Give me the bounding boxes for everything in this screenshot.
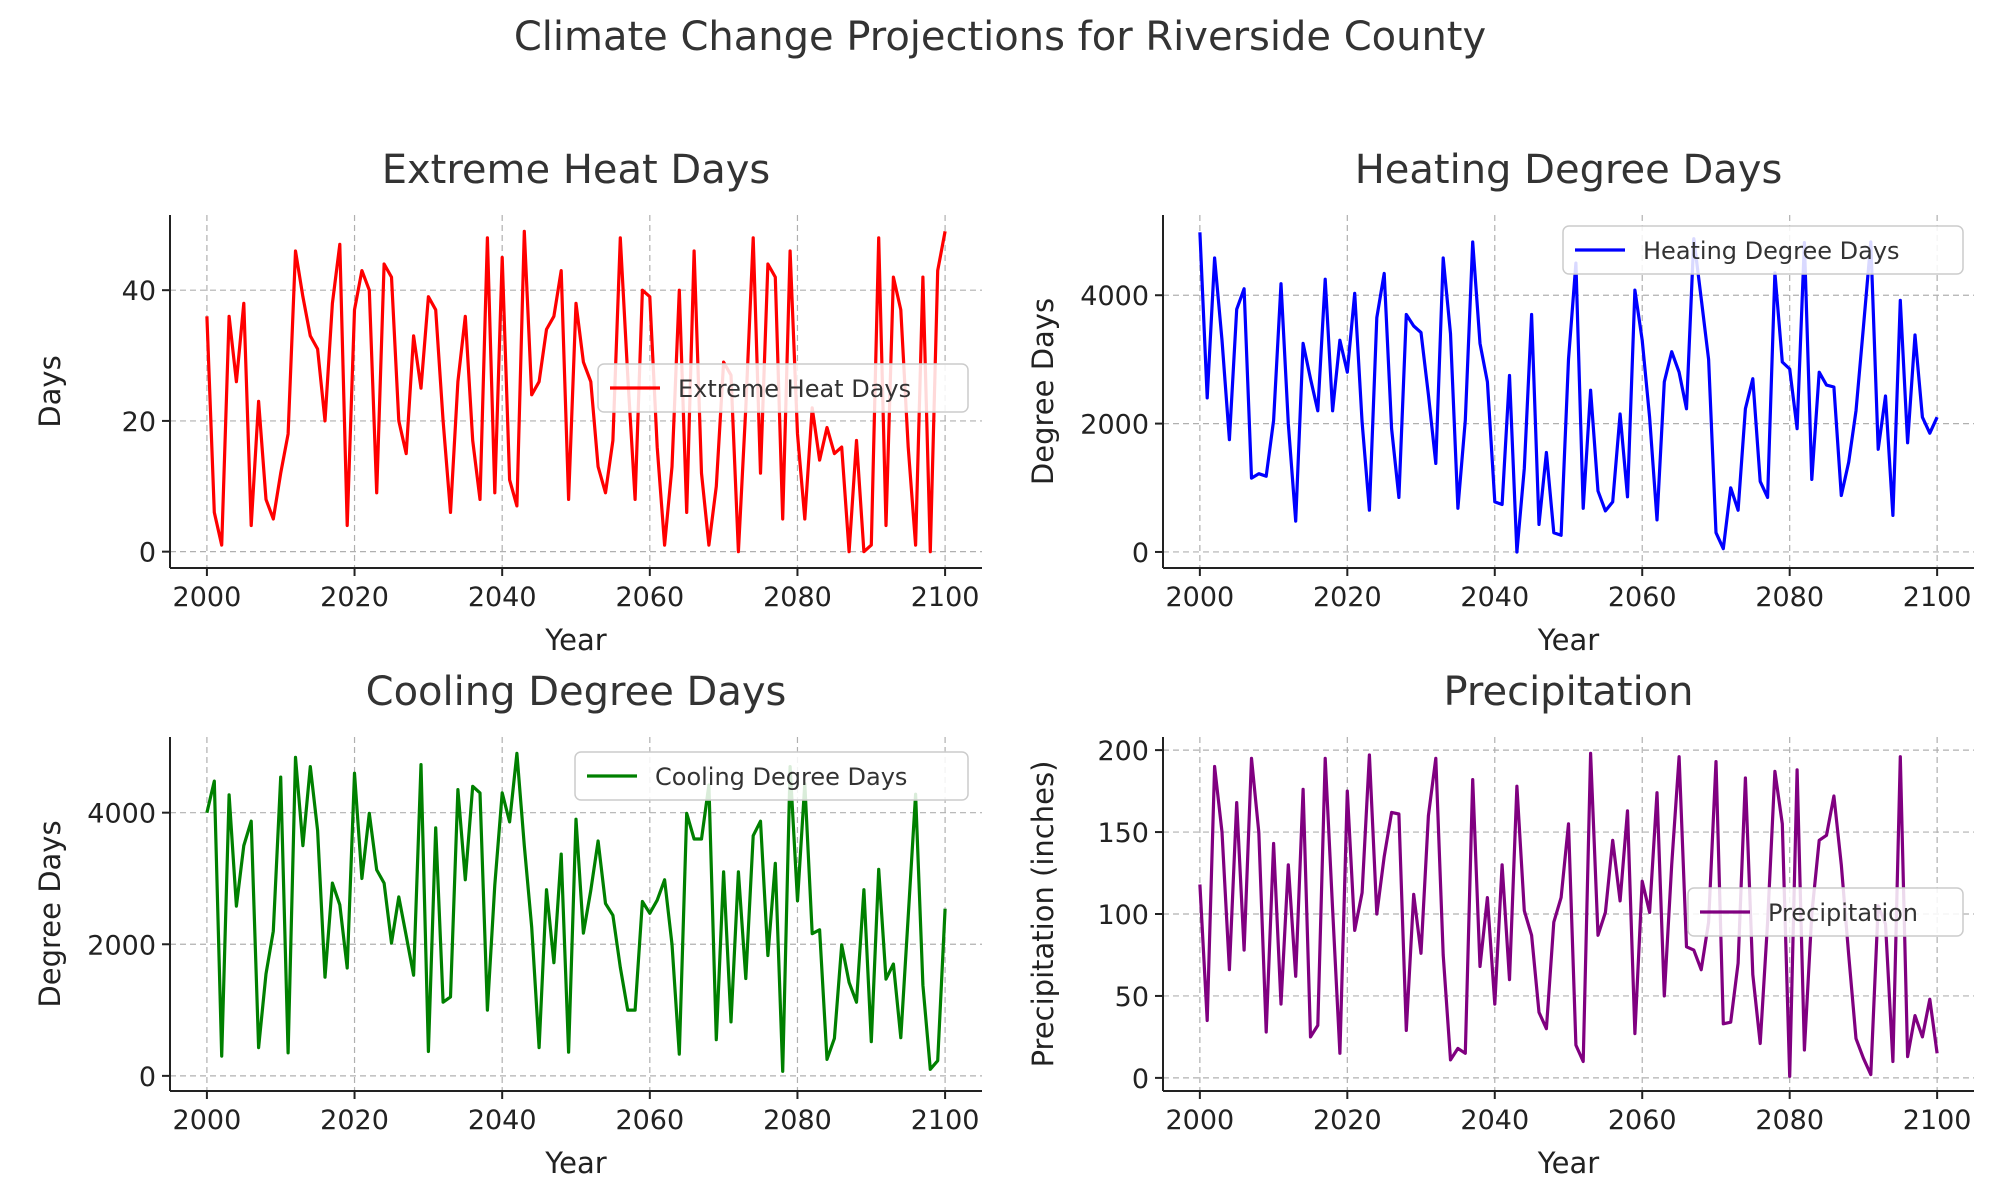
legend-box (574, 751, 969, 801)
legend-box (1562, 225, 1964, 275)
y-axis-label: Days (33, 355, 67, 427)
x-tick-label: 2020 (1313, 582, 1382, 613)
y-tick-label: 150 (1097, 818, 1149, 849)
y-tick-label: 2000 (87, 930, 156, 961)
legend: Precipitation (1687, 887, 1964, 937)
x-tick-label: 2000 (1166, 1105, 1235, 1136)
series-line-cooling-degree-days (205, 751, 947, 1073)
series-line-heating-degree-days (1198, 232, 1939, 554)
chart-title: Cooling Degree Days (366, 669, 787, 715)
x-tick-label: 2080 (763, 582, 832, 613)
y-tick-label: 0 (139, 538, 156, 569)
y-axis-label: Precipitation (inches) (1026, 761, 1060, 1068)
x-axis-label: Year (1537, 623, 1599, 657)
x-tick-label: 2060 (615, 1105, 684, 1136)
y-tick-label: 20 (122, 407, 156, 438)
chart-title: Extreme Heat Days (382, 147, 771, 193)
legend: Cooling Degree Days (574, 751, 969, 801)
y-axis-label: Degree Days (33, 820, 67, 1007)
x-tick-label: 2060 (1608, 1105, 1677, 1136)
y-tick-label: 4000 (1080, 281, 1149, 312)
x-tick-label: 2020 (1313, 1105, 1382, 1136)
x-tick-label: 2060 (615, 582, 684, 613)
legend-label: Heating Degree Days (1643, 237, 1900, 265)
y-tick-label: 0 (139, 1062, 156, 1093)
x-tick-label: 2000 (1166, 582, 1235, 613)
y-axis-label: Degree Days (1026, 298, 1060, 485)
y-tick-label: 200 (1097, 736, 1149, 767)
x-axis-label: Year (544, 1146, 606, 1180)
chart-heating-degree-days: Heating Degree Days 2000 2020 2040 2060 2080 2… (1026, 147, 1974, 657)
x-tick-label: 2100 (1903, 582, 1972, 613)
legend-box (597, 363, 969, 413)
y-tick-label: 50 (1115, 982, 1149, 1013)
x-tick-label: 2040 (1460, 582, 1529, 613)
x-tick-label: 2080 (1755, 582, 1824, 613)
y-tick-label: 40 (122, 276, 156, 307)
x-tick-label: 2080 (763, 1105, 832, 1136)
y-tick-label: 2000 (1080, 410, 1149, 441)
x-tick-label: 2020 (320, 582, 389, 613)
gridlines (170, 215, 982, 568)
x-tick-label: 2080 (1755, 1105, 1824, 1136)
x-axis-label: Year (1537, 1146, 1599, 1180)
x-tick-label: 2040 (468, 582, 537, 613)
chart-cooling-degree-days: Cooling Degree Days 2000 2020 2040 2060 2080 2… (33, 669, 982, 1180)
legend-label: Cooling Degree Days (655, 763, 907, 791)
x-tick-label: 2100 (911, 1105, 980, 1136)
legend: Extreme Heat Days (597, 363, 969, 413)
x-axis-label: Year (544, 623, 606, 657)
y-tick-label: 0 (1132, 538, 1149, 569)
x-tick-label: 2060 (1608, 582, 1677, 613)
x-tick-label: 2000 (173, 582, 242, 613)
chart-precipitation: Precipitation 2000 2020 2040 2060 2080 2100 0 50… (1026, 669, 1974, 1180)
legend: Heating Degree Days (1562, 225, 1964, 275)
y-tick-label: 0 (1132, 1064, 1149, 1095)
legend-box (1687, 887, 1964, 937)
x-tick-label: 2040 (468, 1105, 537, 1136)
x-tick-label: 2100 (911, 582, 980, 613)
x-tick-label: 2040 (1460, 1105, 1529, 1136)
series-line-extreme-heat-days (205, 229, 947, 554)
legend-label: Precipitation (1768, 899, 1918, 927)
x-tick-label: 2100 (1903, 1105, 1972, 1136)
figure-title: Climate Change Projections for Riverside… (513, 14, 1487, 60)
y-tick-label: 100 (1097, 900, 1149, 931)
chart-title: Heating Degree Days (1355, 147, 1783, 193)
x-tick-label: 2020 (320, 1105, 389, 1136)
y-tick-label: 4000 (87, 799, 156, 830)
legend-label: Extreme Heat Days (678, 375, 911, 403)
chart-title: Precipitation (1443, 669, 1693, 715)
x-tick-label: 2000 (173, 1105, 242, 1136)
